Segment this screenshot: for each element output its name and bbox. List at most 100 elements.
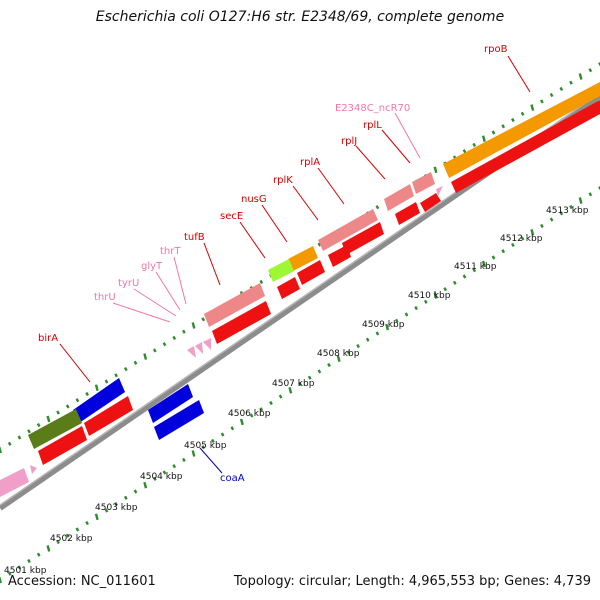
tick-lower-6 xyxy=(56,540,60,545)
feature-nusG-cds[interactable] xyxy=(297,260,325,285)
tick-lower-24 xyxy=(230,426,235,431)
feature-trna-cluster-2[interactable] xyxy=(195,342,203,354)
label-rpoB[interactable]: rpoB xyxy=(484,44,508,55)
label-rplA[interactable]: rplA xyxy=(300,157,320,168)
leader-tyrU xyxy=(133,288,177,317)
feature-rpoB-orange[interactable] xyxy=(443,82,600,178)
tick-lower-43 xyxy=(414,306,418,311)
label-tyrU[interactable]: tyrU xyxy=(118,278,139,289)
tick-lower-46 xyxy=(443,287,448,292)
feature-rplA-cds[interactable] xyxy=(342,222,384,255)
feature-rplL-rrna[interactable] xyxy=(412,172,435,194)
tick-lower-61 xyxy=(588,192,593,197)
tick-lower-55 xyxy=(530,228,535,236)
tick-upper-21 xyxy=(201,317,206,322)
tick-lower-9 xyxy=(85,521,89,526)
feature-rplJ-cds[interactable] xyxy=(395,202,420,225)
tick-lower-15 xyxy=(143,481,148,489)
label-rplL[interactable]: rplL xyxy=(363,120,382,131)
feature-trna-cluster-3[interactable] xyxy=(203,338,211,350)
tick-lower-29 xyxy=(278,394,283,399)
feature-tufB-rrna[interactable] xyxy=(204,283,265,327)
tick-lower-36 xyxy=(346,350,351,355)
label-E2348C_ncR70[interactable]: E2348C_ncR70 xyxy=(335,103,410,114)
leader-glyT xyxy=(155,271,181,311)
label-leaders xyxy=(59,55,531,474)
feature-rplK-cds[interactable] xyxy=(328,245,351,267)
tick-lower-10 xyxy=(94,513,99,521)
leader-coaA xyxy=(199,447,223,474)
scale-label-4508: 4508 kbp xyxy=(317,349,360,359)
scale-label-4505: 4505 kbp xyxy=(184,441,227,451)
feature-secE-lime[interactable] xyxy=(268,259,294,282)
feature-secE-cds[interactable] xyxy=(277,277,300,299)
tick-lower-21 xyxy=(201,445,206,450)
tick-upper-54 xyxy=(520,111,525,116)
feature-rplA-rrna[interactable] xyxy=(318,209,378,251)
tick-lower-48 xyxy=(462,274,467,279)
tick-lower-2 xyxy=(17,565,22,570)
tick-upper-39 xyxy=(375,205,380,210)
tick-lower-8 xyxy=(75,527,80,532)
feature-rplJ-rrna[interactable] xyxy=(384,184,414,211)
tick-upper-49 xyxy=(472,142,477,147)
label-nusG[interactable]: nusG xyxy=(241,194,267,205)
feature-birA-cds[interactable] xyxy=(84,396,133,436)
label-tufB[interactable]: tufB xyxy=(184,232,205,243)
tick-upper-7 xyxy=(65,404,70,409)
feature-rplL-cds[interactable] xyxy=(420,193,441,212)
label-birA[interactable]: birA xyxy=(38,333,58,344)
tick-lower-62 xyxy=(598,186,600,191)
feature-tufB-cds[interactable] xyxy=(212,301,271,344)
leader-birA xyxy=(59,343,91,383)
scale-label-4511: 4511 kbp xyxy=(454,262,497,272)
leader-thrU xyxy=(112,302,171,323)
feature-cds-left[interactable] xyxy=(38,426,87,465)
label-thrU[interactable]: thrU xyxy=(94,292,116,303)
feature-far-left-trna-arrow[interactable] xyxy=(30,465,37,474)
tick-lower-25 xyxy=(239,418,244,426)
feature-trna-cluster-1[interactable] xyxy=(187,346,196,358)
tick-upper-5 xyxy=(46,415,51,423)
label-secE[interactable]: secE xyxy=(220,211,243,222)
tick-lower-52 xyxy=(501,249,506,254)
feature-rpoB-cds[interactable] xyxy=(451,100,600,193)
feature-birA-blue[interactable] xyxy=(73,378,125,423)
label-rplJ[interactable]: rplJ xyxy=(341,136,357,147)
feature-far-left-trna[interactable] xyxy=(0,468,29,497)
label-coaA[interactable]: coaA xyxy=(220,473,245,484)
feature-coaA-upper[interactable] xyxy=(148,384,193,423)
tick-lower-22 xyxy=(211,438,215,443)
leader-thrT xyxy=(173,256,187,305)
label-thrT[interactable]: thrT xyxy=(160,246,181,257)
tick-lower-23 xyxy=(220,432,225,437)
label-glyT[interactable]: glyT xyxy=(141,261,163,272)
tick-lower-4 xyxy=(36,552,41,557)
scale-label-4502: 4502 kbp xyxy=(50,534,93,544)
feature-nusG-orange[interactable] xyxy=(288,246,318,271)
tick-lower-12 xyxy=(114,502,118,507)
leader-nusG xyxy=(261,204,288,243)
tick-upper-4 xyxy=(36,423,41,428)
scale-label-4504: 4504 kbp xyxy=(140,472,183,482)
tick-lower-16 xyxy=(152,476,157,481)
feature-olive-block[interactable] xyxy=(28,409,82,449)
leader-rplK xyxy=(292,185,319,221)
tick-upper-14 xyxy=(133,360,138,365)
feature-rplL-trna[interactable] xyxy=(436,186,443,196)
label-rplK[interactable]: rplK xyxy=(273,175,293,186)
tick-lower-11 xyxy=(104,508,109,513)
tick-upper-15 xyxy=(143,353,148,360)
tick-lower-14 xyxy=(133,489,138,494)
tick-lower-37 xyxy=(356,344,360,349)
scale-label-4512: 4512 kbp xyxy=(500,234,543,244)
tick-lower-50 xyxy=(481,260,486,268)
tick-tracks xyxy=(0,62,600,584)
tick-lower-40 xyxy=(385,323,390,331)
tick-upper-17 xyxy=(162,342,167,347)
feature-coaA-lower[interactable] xyxy=(154,400,204,440)
tick-lower-35 xyxy=(336,355,341,363)
scale-label-4510: 4510 kbp xyxy=(408,291,451,301)
tick-lower-5 xyxy=(46,545,51,552)
